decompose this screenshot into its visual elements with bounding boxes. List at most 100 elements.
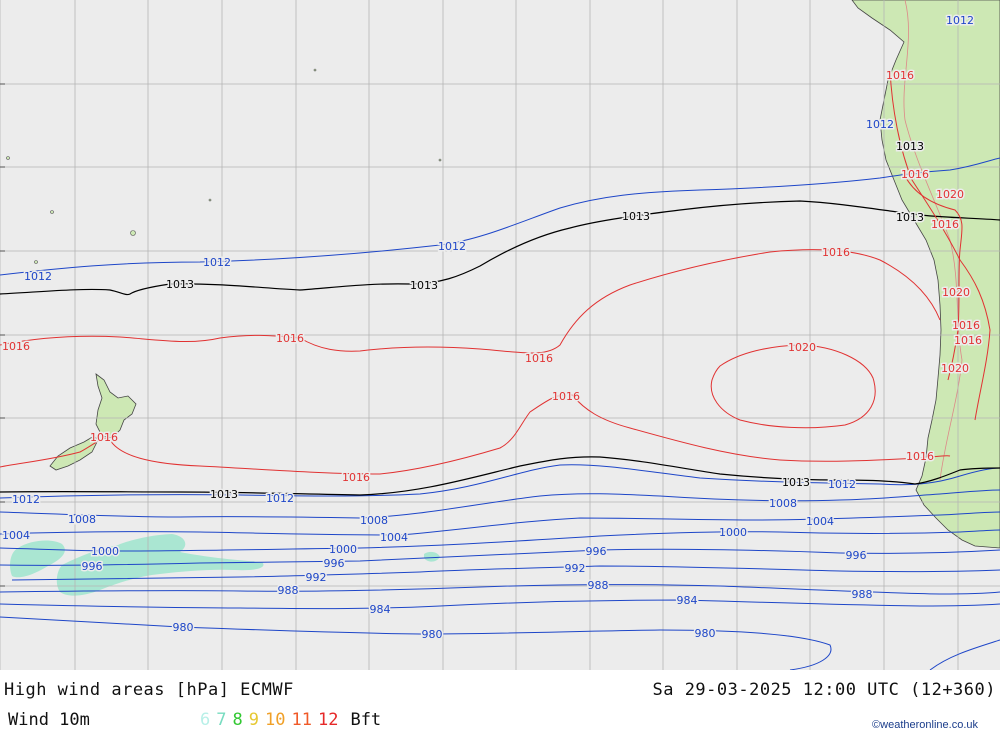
isobar-label-996: 996 — [82, 560, 103, 573]
isobar-labels: 1012 1012 1012 1012 1012 1012 1012 1012 1008 1008… — [1, 13, 984, 643]
isobar-label-1020: 1020 — [942, 286, 970, 299]
isobar-label-1020: 1020 — [936, 188, 964, 201]
isobar-label-1004: 1004 — [806, 515, 834, 528]
isobar-label-1016: 1016 — [954, 334, 982, 347]
isobar-980 — [0, 616, 832, 670]
isobar-1016-north — [0, 249, 941, 354]
isobar-label-1020: 1020 — [788, 341, 816, 354]
isobar-label-1012: 1012 — [438, 240, 466, 253]
isobar-label-1000: 1000 — [719, 526, 747, 539]
isobar-label-1012: 1012 — [203, 256, 231, 269]
isobar-label-1013: 1013 — [896, 211, 924, 224]
isobar-label-1013: 1013 — [210, 488, 238, 501]
isobar-label-1016: 1016 — [886, 69, 914, 82]
isobar-label-1016: 1016 — [2, 340, 30, 353]
isobar-label-1012: 1012 — [946, 14, 974, 27]
isobar-label-1016: 1016 — [906, 450, 934, 463]
pressure-map: 1012 1012 1012 1012 1012 1012 1012 1012 1008 1008… — [0, 0, 1000, 670]
forecast-datetime: Sa 29-03-2025 12:00 UTC (12+360) — [652, 680, 996, 700]
beaufort-level-6: 6 — [200, 710, 211, 730]
isobar-label-1012: 1012 — [828, 478, 856, 491]
wind-area-central — [56, 534, 264, 596]
beaufort-levels: 6 7 8 9 10 11 12 — [200, 710, 344, 730]
andes-ridge — [903, 0, 963, 481]
isobar-label-1016: 1016 — [901, 168, 929, 181]
isobar-label-1012: 1012 — [866, 118, 894, 131]
isobar-label-988: 988 — [588, 579, 609, 592]
isobar-1012-north — [0, 157, 1000, 276]
isobar-988 — [0, 584, 1000, 595]
isobar-label-996: 996 — [846, 549, 867, 562]
beaufort-level-8: 8 — [232, 710, 243, 730]
isobar-label-1016: 1016 — [931, 218, 959, 231]
isobar-984 — [0, 599, 1000, 610]
isobar-label-1016: 1016 — [822, 246, 850, 259]
isobar-label-992: 992 — [565, 562, 586, 575]
isobar-label-984: 984 — [370, 603, 391, 616]
isobar-label-1012: 1012 — [12, 493, 40, 506]
isobar-996 — [0, 548, 1000, 566]
isobar-label-1016: 1016 — [552, 390, 580, 403]
isobar-1004 — [0, 511, 1000, 536]
isobar-label-1012: 1012 — [266, 492, 294, 505]
isobar-1016-south — [0, 393, 951, 475]
isobar-992 — [11, 565, 1000, 581]
isobar-label-1008: 1008 — [68, 513, 96, 526]
beaufort-level-9: 9 — [248, 710, 259, 730]
isobars-1013 — [0, 200, 1000, 496]
pacific-islands — [6, 68, 442, 264]
wind-area-small — [424, 551, 440, 562]
isobar-label-1004: 1004 — [380, 531, 408, 544]
isobar-980-edge — [929, 639, 1000, 670]
isobar-label-1016: 1016 — [525, 352, 553, 365]
beaufort-level-11: 11 — [291, 710, 312, 730]
isobar-1000 — [0, 529, 1000, 552]
beaufort-level-12: 12 — [317, 710, 339, 730]
isobar-label-988: 988 — [852, 588, 873, 601]
isobar-label-1012: 1012 — [24, 270, 52, 283]
isobar-label-980: 980 — [173, 621, 194, 634]
beaufort-unit: Bft — [350, 710, 382, 730]
isobars-blue — [0, 157, 1000, 670]
isobars-red — [0, 69, 991, 475]
isobar-label-980: 980 — [695, 627, 716, 640]
beaufort-level-10: 10 — [265, 710, 286, 730]
credit-link[interactable]: ©weatheronline.co.uk — [872, 719, 978, 731]
isobar-label-1013: 1013 — [410, 279, 438, 292]
isobar-label-1008: 1008 — [360, 514, 388, 527]
beaufort-level-7: 7 — [216, 710, 227, 730]
beaufort-scale: 6 7 8 9 10 11 12 Bft — [200, 710, 387, 730]
new-zealand-north-island — [95, 373, 137, 439]
isobar-label-1013: 1013 — [782, 476, 810, 489]
left-ticks — [0, 83, 5, 587]
isobar-label-1013: 1013 — [896, 140, 924, 153]
new-zealand-south-island — [49, 435, 99, 471]
isobar-label-1013: 1013 — [166, 278, 194, 291]
isobar-label-1016: 1016 — [952, 319, 980, 332]
isobar-label-1016: 1016 — [342, 471, 370, 484]
map-panel: 1012 1012 1012 1012 1012 1012 1012 1012 1008 1008… — [0, 0, 1000, 670]
isobar-label-1016: 1016 — [276, 332, 304, 345]
isobar-label-984: 984 — [677, 594, 698, 607]
map-title: High wind areas [hPa] ECMWF — [4, 680, 294, 700]
isobar-label-996: 996 — [324, 557, 345, 570]
isobar-label-992: 992 — [306, 571, 327, 584]
isobar-label-1020: 1020 — [941, 362, 969, 375]
isobar-1020-cell — [710, 344, 876, 429]
isobar-label-1008: 1008 — [769, 497, 797, 510]
isobar-1008 — [0, 489, 1000, 519]
isobar-label-1004: 1004 — [2, 529, 30, 542]
isobar-label-1000: 1000 — [329, 543, 357, 556]
isobar-1013-north — [0, 200, 1000, 296]
isobar-label-1016: 1016 — [90, 431, 118, 444]
isobar-1013-south — [0, 456, 1000, 496]
isobar-label-980: 980 — [422, 628, 443, 641]
isobar-label-996: 996 — [586, 545, 607, 558]
lat-lon-grid — [0, 0, 1000, 670]
isobar-label-988: 988 — [278, 584, 299, 597]
isobar-1020-coast — [904, 175, 963, 381]
wind-legend-label: Wind 10m — [8, 710, 90, 730]
map-footer: High wind areas [hPa] ECMWF Sa 29-03-202… — [0, 670, 1000, 733]
isobar-1016-coast — [889, 69, 991, 421]
isobar-label-1013: 1013 — [622, 210, 650, 223]
